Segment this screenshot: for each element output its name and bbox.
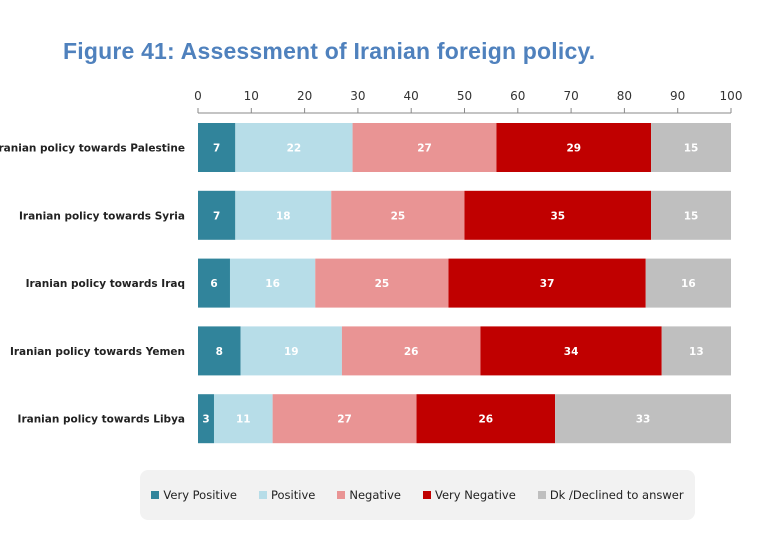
bar-segment [416,394,556,444]
data-label: 18 [276,210,291,222]
x-tick-label: 80 [617,89,632,103]
category-label: Iranian policy towards Iraq [26,278,185,290]
x-tick-label: 50 [457,89,472,103]
bar-segment [198,123,236,172]
data-label: 13 [689,346,704,358]
bar-segment [272,394,417,444]
bar-segment [213,394,273,444]
legend-item: Negative [337,488,401,502]
bar-segment [480,326,662,376]
legend-swatch [151,491,160,499]
category-label: Iranian policy towards Libya [18,414,185,426]
bar-segment [496,123,652,172]
x-tick-label: 10 [244,89,259,103]
bar-segment [341,326,481,376]
data-label: 29 [566,143,581,155]
data-label: 3 [202,414,209,426]
bar-segment [235,123,353,172]
data-label: 26 [479,414,494,426]
legend-swatch [422,491,431,499]
legend-label: Very Positive [163,488,237,502]
legend-item: Very Negative [422,488,516,502]
data-label: 16 [681,278,696,290]
data-label: 15 [684,210,699,222]
data-label: 35 [550,210,565,222]
data-label: 8 [216,346,223,358]
data-label: 7 [213,143,220,155]
bar-segment [661,326,731,376]
x-tick-label: 40 [404,89,419,103]
data-label: 15 [684,143,699,155]
data-label: 19 [284,346,299,358]
legend: Very Positive Positive Negative Very Negati… [140,470,695,520]
legend-label: Negative [349,488,401,502]
bar-segment [198,258,230,308]
legend-swatch [259,491,267,499]
legend-item: Very Positive [151,488,237,502]
bar-segment [235,190,332,240]
data-label: 16 [265,278,280,290]
category-label: Iranian policy towards Palestine [0,143,185,155]
category-label: Iranian policy towards Yemen [10,346,185,358]
x-tick-label: 70 [563,89,578,103]
data-label: 7 [213,210,220,222]
x-tick-label: 90 [670,89,685,103]
legend-swatch [337,491,346,499]
data-label: 34 [564,346,579,358]
bar-segment [331,190,465,240]
bar-segment [651,190,731,240]
data-label: 33 [636,414,651,426]
data-label: 25 [391,210,406,222]
bar-segment [315,258,449,308]
bar-segment [651,123,731,172]
x-tick-label: 60 [510,89,525,103]
legend-swatch [537,491,546,499]
bar-segment [229,258,316,308]
bar-segment [240,326,342,376]
bar-segment [198,394,214,444]
chart-title: Figure 41: Assessment of Iranian foreign… [63,38,596,64]
bar-segment [352,123,497,172]
bar-segment [448,258,646,308]
category-label: Iranian policy towards Syria [19,210,185,222]
x-tick-label: 20 [297,89,312,103]
bar-segment [464,190,652,240]
bar-segment [555,394,731,444]
data-label: 27 [417,143,432,155]
legend-item: Positive [259,488,315,502]
x-tick-label: 0 [194,89,202,103]
legend-label: Dk /Declined to answer [549,488,684,502]
data-label: 11 [236,414,251,426]
bar-segment [198,190,236,240]
data-label: 22 [287,143,302,155]
bar-segment [645,258,731,308]
legend-item: Dk /Declined to answer [537,488,684,502]
bar-segment [198,326,241,376]
data-label: 26 [404,346,419,358]
x-tick-label: 30 [350,89,365,103]
x-tick-label: 100 [720,89,743,103]
data-label: 37 [540,278,555,290]
data-label: 27 [337,414,352,426]
legend-label: Very Negative [434,488,516,502]
legend-label: Positive [271,488,316,502]
data-label: 25 [375,278,390,290]
data-label: 6 [210,278,217,290]
